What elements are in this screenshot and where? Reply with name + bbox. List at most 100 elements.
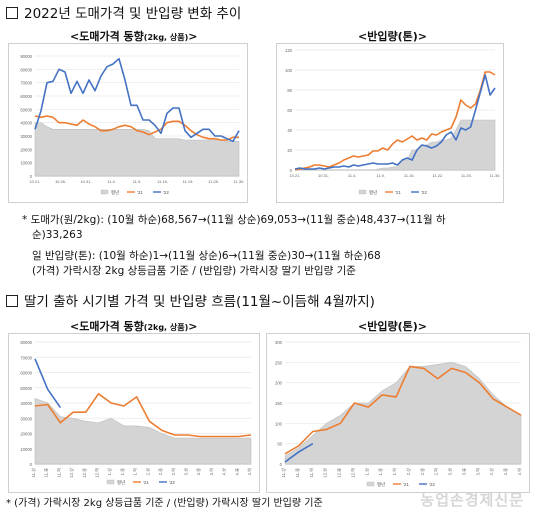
legend-label: 평년	[377, 481, 385, 487]
y-tick-label: 50000	[20, 386, 32, 391]
y-tick-label: 70000	[20, 81, 32, 86]
legend-label: '22	[429, 482, 435, 487]
y-tick-label: 10000	[20, 447, 32, 452]
x-tick-label: 3.하	[474, 468, 481, 475]
chart1-title: <도매가격 동향(2kg, 상품)>	[70, 30, 198, 43]
x-tick-label: 2.상	[144, 468, 150, 475]
x-tick-label: 10.21.	[29, 179, 40, 184]
y-tick-label: 40000	[20, 121, 32, 126]
y-tick-label: 10000	[20, 161, 32, 166]
y-tick-label: 70000	[20, 355, 32, 360]
series-line-22	[34, 57, 240, 143]
x-tick-label: 11.16.	[404, 173, 415, 178]
y-tick-label: 0	[290, 168, 293, 173]
legend-swatch	[106, 479, 115, 485]
section1-title: 2022년 도매가격 및 반입량 변화 추이	[6, 6, 241, 22]
y-tick-label: 50000	[20, 107, 32, 112]
x-tick-label: 4.중	[503, 468, 508, 475]
x-tick-label: 11.하	[55, 468, 62, 478]
x-tick-label: 4.하	[516, 468, 523, 475]
y-tick-label: 0	[30, 174, 33, 179]
x-tick-label: 11.19.	[183, 179, 194, 184]
x-tick-label: 12.중	[82, 468, 87, 478]
x-tick-label: 11.4.	[348, 173, 357, 178]
x-tick-label: 11.4.	[107, 179, 116, 184]
y-tick-label: 20	[287, 148, 292, 153]
x-tick-label: 4.중	[234, 468, 239, 475]
watermark-logo: 농업손경제신문	[420, 491, 524, 509]
x-tick-label: 4.하	[246, 468, 253, 475]
y-tick-label: 60	[287, 108, 292, 113]
note-line1: * 도매가(원/2kg): (10월 하순)68,567→(11월 상순)69,…	[22, 214, 446, 226]
chart3-panel: 0 10000 20000 30000 40000 50000 60000 70000 8000…	[8, 333, 260, 493]
x-tick-label: 1.상	[106, 468, 112, 475]
y-tick-label: 100	[285, 68, 293, 73]
x-tick-label: 2.중	[158, 468, 163, 475]
y-tick-label: 120	[285, 48, 293, 53]
x-tick-label: 3.중	[461, 468, 466, 475]
note-line3: 일 반입량(톤): (10월 하순)1→(11월 상순)6→(11월 중순)30…	[32, 250, 381, 262]
y-tick-label: 100	[275, 421, 283, 426]
x-tick-label: 10.26.	[55, 179, 66, 184]
x-tick-label: 10.31.	[80, 179, 91, 184]
x-tick-label: 12.중	[337, 468, 342, 478]
y-tick-label: 20000	[20, 147, 32, 152]
x-tick-label: 10.31.	[318, 173, 329, 178]
series-line-22	[34, 358, 62, 409]
x-tick-label: 11.상	[30, 468, 36, 478]
x-tick-label: 1.중	[120, 468, 125, 475]
legend-label: '21	[137, 190, 143, 195]
y-tick-label: 80	[287, 88, 292, 93]
y-tick-label: 80000	[20, 340, 32, 345]
y-tick-label: 0	[280, 462, 283, 467]
y-tick-label: 250	[275, 360, 283, 365]
chart4-panel: 0 50 100 150 200 250 300 11.상 11.중 11.하 12.상 12.중 12…	[266, 333, 530, 493]
x-tick-label: 1.상	[363, 468, 369, 475]
x-tick-label: 2.중	[420, 468, 425, 475]
series-area-avg	[295, 119, 496, 171]
x-tick-label: 3.하	[208, 468, 215, 475]
x-tick-label: 4.상	[488, 468, 494, 475]
y-tick-label: 0	[30, 462, 33, 467]
x-tick-label: 11.30.	[490, 173, 501, 178]
y-tick-label: 90000	[20, 54, 32, 59]
chart2-svg: 0 20 40 60 80 100 120 10.21. 10.31. 11.4. 11.9. 11.…	[285, 48, 501, 195]
chart1-panel: 0 10000 20000 30000 40000 50000 60000 70000 8000…	[8, 43, 248, 203]
x-tick-label: 3.중	[196, 468, 201, 475]
x-tick-label: 11.상	[280, 468, 286, 478]
x-tick-label: 2.하	[170, 468, 177, 475]
x-tick-label: 4.상	[221, 468, 227, 475]
x-tick-label: 11.25.	[208, 179, 219, 184]
x-tick-label: 11.15.	[157, 179, 168, 184]
chart4-svg: 0 50 100 150 200 250 300 11.상 11.중 11.하 12.상 12.중 12…	[275, 340, 523, 487]
series-area-avg	[34, 122, 240, 177]
y-tick-label: 20000	[20, 432, 32, 437]
y-tick-label: 30000	[20, 416, 32, 421]
x-tick-label: 11.중	[44, 468, 49, 478]
x-tick-label: 1.중	[378, 468, 383, 475]
x-tick-label: 10.21.	[289, 173, 300, 178]
x-tick-label: 2.하	[433, 468, 440, 475]
legend-label: '21	[403, 482, 409, 487]
legend-label: 평년	[111, 189, 119, 195]
legend-label: 평년	[117, 479, 125, 485]
x-tick-label: 11.중	[295, 468, 300, 478]
chart3-title: <도매가격 동향(2kg, 상품)>	[70, 320, 198, 333]
legend-swatch	[366, 481, 375, 487]
x-tick-label: 11.25.	[461, 173, 472, 178]
x-tick-label: 11.9.	[376, 173, 385, 178]
x-tick-label: 1.하	[391, 468, 398, 475]
checkbox-square-icon	[6, 295, 18, 307]
x-tick-label: 1.하	[132, 468, 139, 475]
series-line-21	[34, 115, 239, 141]
series-area-avg	[284, 361, 522, 465]
y-tick-label: 40	[287, 128, 292, 133]
x-tick-label: 12.하	[94, 468, 101, 478]
series-line-22	[284, 443, 314, 463]
series-area-avg	[34, 397, 252, 465]
y-tick-label: 80000	[20, 67, 32, 72]
x-tick-label: 11.하	[308, 468, 315, 478]
x-tick-label: 12.상	[68, 468, 74, 478]
y-tick-label: 300	[275, 340, 283, 345]
x-tick-label: 11.22.	[432, 173, 443, 178]
